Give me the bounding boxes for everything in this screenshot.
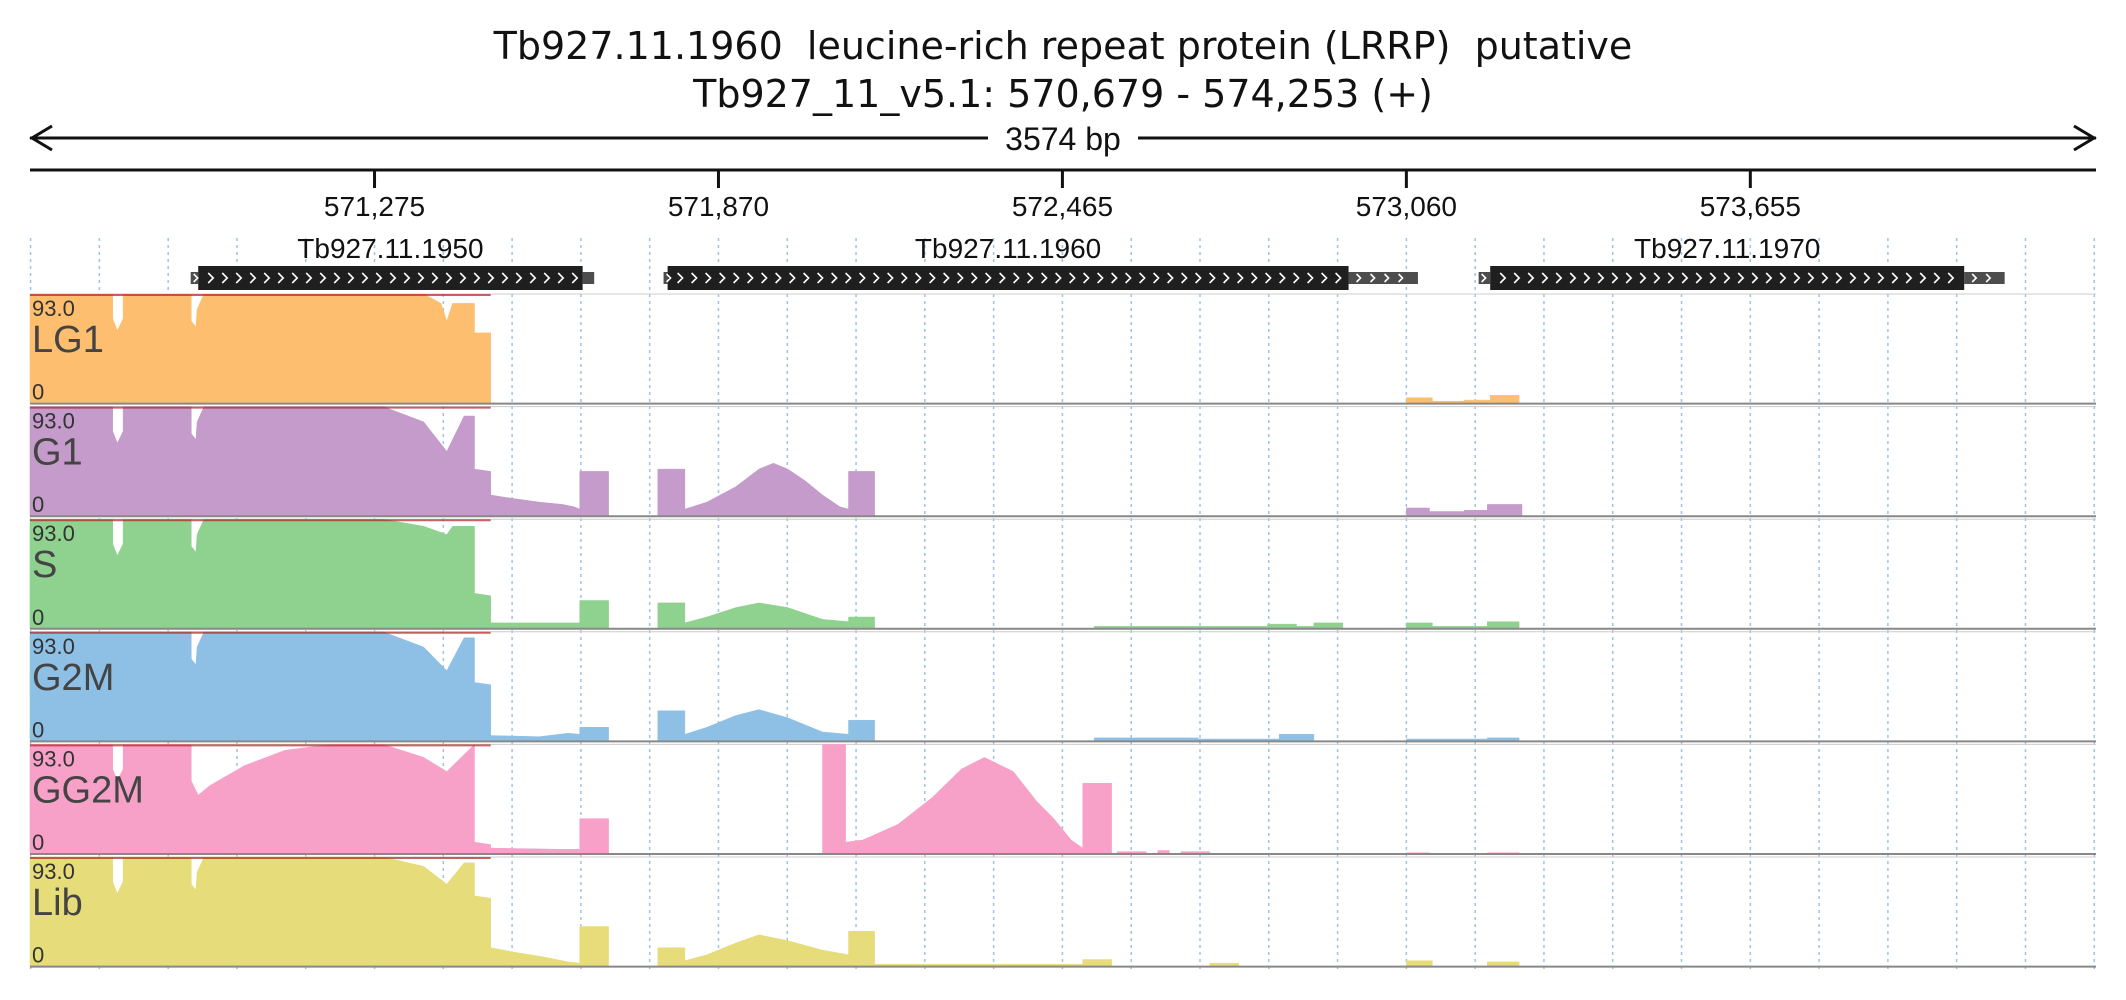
track-name: G1: [32, 432, 83, 474]
y-min-label: 0: [32, 380, 44, 405]
chart-subtitle: Tb927_11_v5.1: 570,679 - 574,253 (+): [693, 72, 1433, 116]
x-tick-label: 573,655: [1700, 191, 1801, 222]
gene-utr3: [1964, 272, 2005, 284]
gene-track: Tb927.11.1950 Tb927.11.1960 Tb927.11.1970: [190, 233, 2005, 290]
gene-utr5: [1478, 272, 1491, 284]
track-name: G2M: [32, 657, 114, 699]
x-tick-label: 572,465: [1012, 191, 1113, 222]
gene-model: Tb927.11.1960: [663, 233, 1418, 290]
gene-utr3: [582, 272, 595, 284]
y-min-label: 0: [32, 830, 44, 855]
y-max-label: 93.0: [32, 409, 75, 434]
x-tick-label: 571,275: [324, 191, 425, 222]
span-label: 3574 bp: [1005, 121, 1121, 157]
gene-label: Tb927.11.1970: [1634, 233, 1820, 264]
coverage-track: 93.0 0 S: [29, 518, 2096, 630]
y-min-label: 0: [32, 717, 44, 742]
span-arrow-right-icon: [2073, 124, 2097, 152]
strand-chevrons-icon: [665, 272, 1404, 284]
x-tick-label: 571,870: [668, 191, 769, 222]
gene-label: Tb927.11.1950: [297, 233, 483, 264]
y-max-label: 93.0: [32, 746, 75, 771]
coverage-track: 93.0 0 G2M: [29, 631, 2096, 743]
y-min-label: 0: [32, 943, 44, 968]
gene-label: Tb927.11.1960: [915, 233, 1101, 264]
track-name: S: [32, 544, 57, 586]
coverage-area: [29, 743, 2096, 855]
track-name: Lib: [32, 882, 83, 924]
gene-cds: [1490, 266, 1965, 290]
coverage-track: 93.0 0 G1: [29, 406, 2096, 518]
x-tick-label: 573,060: [1356, 191, 1457, 222]
track-name: GG2M: [32, 769, 144, 811]
coverage-area: [29, 293, 2096, 404]
track-name: LG1: [32, 319, 104, 361]
chart-title: Tb927.11.1960 leucine-rich repeat protei…: [493, 24, 1633, 68]
y-min-label: 0: [32, 605, 44, 630]
gene-cds: [667, 266, 1349, 290]
span-label-bg: [988, 118, 1138, 158]
strand-chevrons-icon: [1481, 272, 1992, 284]
y-max-label: 93.0: [32, 521, 75, 546]
x-axis: 571,275 571,870 572,465 573,060 573,655: [30, 168, 2096, 222]
title-block: Tb927.11.1960 leucine-rich repeat protei…: [0, 22, 2126, 118]
gene-utr5: [663, 272, 668, 284]
span-arrow-left-icon: [29, 124, 53, 152]
strand-chevrons-icon: [193, 272, 579, 284]
gene-cds: [198, 266, 583, 290]
gene-model: Tb927.11.1970: [1478, 233, 2005, 290]
gene-utr3: [1348, 272, 1418, 284]
gene-utr5: [190, 272, 199, 284]
span-indicator: 3574 bp: [29, 118, 2097, 158]
coverage-track: 93.0 0 Lib: [29, 856, 2096, 968]
y-max-label: 93.0: [32, 634, 75, 659]
gene-model: Tb927.11.1950: [190, 233, 595, 290]
y-min-label: 0: [32, 492, 44, 517]
y-max-label: 93.0: [32, 859, 75, 884]
y-max-label: 93.0: [32, 296, 75, 321]
coverage-tracks: 93.00LG193.00G193.00S93.00G2M93.00GG2M93…: [29, 293, 2096, 968]
coverage-track: 93.0 0 GG2M: [29, 743, 2096, 855]
coverage-track: 93.0 0 LG1: [29, 293, 2096, 405]
